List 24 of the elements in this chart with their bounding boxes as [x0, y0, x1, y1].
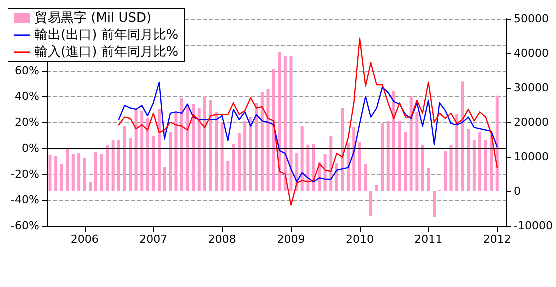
- legend-label: 輸出(出口) 前年同月比%: [35, 28, 179, 43]
- x-tick-label: 2010: [346, 233, 374, 246]
- y2-tick-label: 50000: [514, 12, 550, 26]
- legend-label: 貿易黒字 (Mil USD): [35, 10, 152, 26]
- y-tick-label: 0%: [22, 142, 40, 155]
- y-tick-label: 40%: [14, 90, 40, 104]
- x-tick-label: 2008: [208, 233, 236, 246]
- y2-tick-label: 20000: [514, 116, 550, 129]
- x-tick-label: 2012: [483, 233, 512, 246]
- y-tick-label: 60%: [14, 64, 40, 78]
- y-tick-label: -20%: [10, 168, 40, 181]
- legend-label: 輸入(進口) 前年同月比%: [35, 45, 179, 60]
- y-tick-label: 20%: [14, 116, 40, 129]
- x-tick-label: 2011: [414, 233, 443, 246]
- y2-tick-label: 0: [514, 185, 522, 198]
- y2-tick-label: 10000: [514, 150, 550, 164]
- y-tick-label: -60%: [10, 220, 40, 232]
- x-tick-label: 2007: [140, 233, 168, 246]
- y-tick-label: -40%: [10, 194, 40, 207]
- y2-tick-label: 40000: [514, 47, 550, 60]
- y2-tick-label: 30000: [514, 82, 550, 94]
- x-tick-label: 2009: [277, 233, 306, 246]
- y2-tick-label: -10000: [514, 220, 554, 232]
- x-tick-label: 2006: [70, 233, 99, 246]
